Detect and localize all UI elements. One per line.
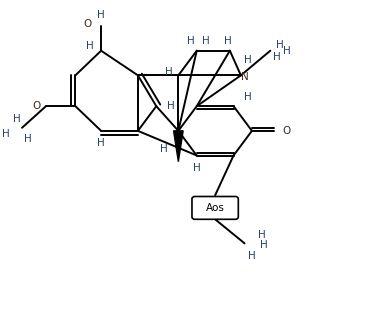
Text: H: H (202, 36, 210, 46)
FancyBboxPatch shape (192, 197, 238, 219)
Text: H: H (24, 133, 32, 144)
Text: H: H (97, 138, 105, 148)
Text: H: H (2, 129, 10, 139)
Text: O: O (83, 19, 91, 29)
Text: H: H (276, 39, 283, 49)
Text: H: H (244, 92, 252, 102)
Text: H: H (86, 41, 94, 51)
Text: N: N (241, 72, 249, 82)
Text: H: H (97, 10, 105, 20)
Text: H: H (193, 163, 201, 173)
Text: H: H (248, 251, 256, 261)
Text: H: H (224, 36, 232, 46)
Text: H: H (258, 230, 266, 240)
Text: H: H (165, 67, 173, 77)
Text: H: H (167, 101, 175, 111)
Text: H: H (273, 52, 281, 62)
Polygon shape (174, 131, 183, 162)
Text: H: H (260, 240, 267, 250)
Text: H: H (187, 36, 195, 46)
Text: H: H (244, 55, 252, 65)
Text: O: O (283, 126, 291, 136)
Text: Aos: Aos (206, 203, 224, 213)
Text: O: O (32, 101, 40, 111)
Text: H: H (283, 46, 291, 56)
Text: H: H (160, 144, 168, 154)
Text: H: H (13, 114, 20, 123)
